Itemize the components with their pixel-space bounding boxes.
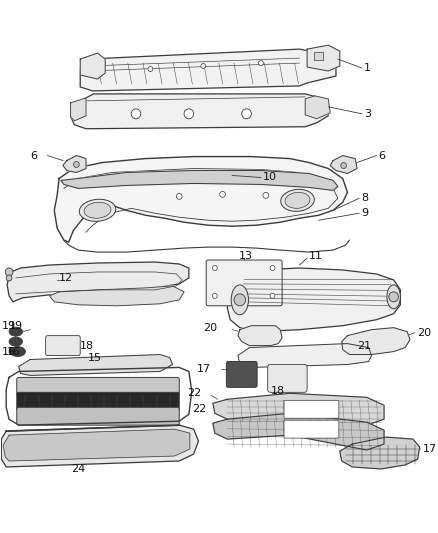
Bar [314, 52, 323, 60]
Polygon shape [1, 425, 198, 467]
Circle shape [212, 265, 217, 270]
Polygon shape [307, 45, 340, 71]
Ellipse shape [231, 285, 248, 315]
Text: 18: 18 [80, 341, 94, 351]
Ellipse shape [10, 346, 25, 357]
Polygon shape [49, 286, 184, 306]
FancyBboxPatch shape [226, 361, 257, 387]
Text: 19: 19 [1, 321, 15, 330]
Text: 22: 22 [192, 404, 206, 414]
Text: 17: 17 [423, 444, 437, 454]
Circle shape [6, 275, 12, 281]
Circle shape [184, 109, 194, 119]
Polygon shape [19, 354, 173, 375]
Ellipse shape [9, 327, 22, 336]
Circle shape [263, 192, 268, 198]
Text: 24: 24 [71, 464, 85, 474]
FancyBboxPatch shape [284, 420, 339, 438]
Circle shape [242, 109, 251, 119]
Polygon shape [61, 171, 338, 190]
Circle shape [74, 161, 79, 167]
FancyBboxPatch shape [46, 336, 80, 356]
Polygon shape [213, 393, 384, 425]
Polygon shape [4, 429, 190, 461]
FancyBboxPatch shape [284, 400, 339, 418]
Text: 15: 15 [88, 352, 102, 362]
Text: 11: 11 [309, 251, 323, 261]
Text: 19: 19 [9, 321, 23, 330]
Polygon shape [71, 94, 328, 129]
Text: 13: 13 [239, 251, 253, 261]
Polygon shape [80, 49, 336, 91]
Polygon shape [340, 437, 420, 469]
Polygon shape [63, 156, 86, 173]
FancyBboxPatch shape [17, 392, 179, 410]
Circle shape [5, 268, 13, 276]
Polygon shape [238, 344, 371, 367]
Circle shape [131, 109, 141, 119]
FancyBboxPatch shape [268, 365, 307, 392]
Circle shape [234, 294, 246, 306]
Polygon shape [305, 96, 330, 119]
Ellipse shape [84, 203, 111, 219]
Circle shape [258, 61, 263, 66]
Polygon shape [238, 326, 282, 345]
Text: 12: 12 [59, 273, 73, 283]
Polygon shape [330, 156, 357, 173]
Circle shape [201, 63, 206, 69]
Text: 17: 17 [197, 365, 211, 375]
Text: 9: 9 [361, 208, 368, 219]
Text: 8: 8 [361, 193, 368, 204]
Polygon shape [213, 413, 384, 450]
Ellipse shape [79, 199, 116, 221]
FancyBboxPatch shape [17, 407, 179, 425]
Ellipse shape [281, 189, 314, 212]
Text: 6: 6 [378, 151, 385, 160]
Text: 21: 21 [357, 341, 371, 351]
Circle shape [341, 163, 346, 168]
Circle shape [148, 67, 153, 71]
Ellipse shape [9, 337, 22, 346]
Text: 22: 22 [187, 389, 201, 398]
Circle shape [219, 191, 226, 197]
Polygon shape [71, 98, 86, 121]
Polygon shape [342, 328, 410, 354]
FancyBboxPatch shape [206, 260, 282, 306]
Polygon shape [80, 53, 105, 79]
Polygon shape [54, 157, 347, 242]
Text: 1: 1 [364, 63, 371, 73]
Text: 3: 3 [364, 109, 371, 119]
Ellipse shape [285, 192, 310, 208]
Circle shape [270, 293, 275, 298]
Circle shape [212, 293, 217, 298]
Circle shape [270, 265, 275, 270]
Text: 20: 20 [417, 328, 431, 337]
Text: 10: 10 [263, 173, 277, 182]
FancyBboxPatch shape [17, 377, 179, 395]
Text: 16: 16 [7, 346, 21, 357]
Ellipse shape [387, 285, 400, 309]
Text: 18: 18 [271, 386, 285, 397]
Text: 16: 16 [1, 346, 15, 357]
Text: 6: 6 [30, 151, 37, 160]
Circle shape [177, 193, 182, 199]
Polygon shape [227, 268, 400, 332]
Text: 20: 20 [204, 322, 218, 333]
Polygon shape [7, 262, 189, 302]
Circle shape [389, 292, 399, 302]
